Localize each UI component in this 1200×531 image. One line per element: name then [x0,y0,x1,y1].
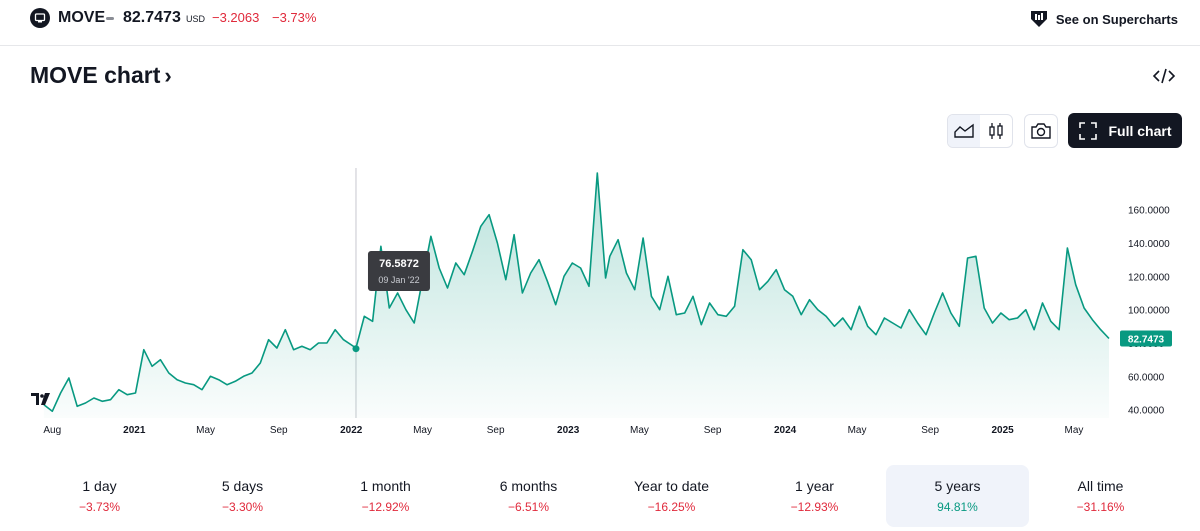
full-chart-button[interactable]: Full chart [1068,113,1182,148]
supercharts-icon [1028,7,1050,32]
period-change: −12.92% [361,500,410,514]
period-1-day-button[interactable]: 1 day −3.73% [28,465,171,527]
period-change: −16.25% [647,500,696,514]
x-tick-label: May [413,425,432,436]
period-change: −6.51% [507,500,550,514]
period-label: 1 day [82,478,117,494]
full-chart-label: Full chart [1108,122,1172,139]
x-tick-label: 2022 [340,425,363,436]
period-selector: 1 day −3.73% 5 days −3.30% 1 month −12.92% 6 m… [28,465,1188,527]
snapshot-button[interactable] [1024,114,1058,148]
x-tick-label: Sep [921,425,939,436]
area-chart-button[interactable] [948,115,980,147]
price-change: −3.2063 [212,10,260,25]
period-6-months-button[interactable]: 6 months −6.51% [457,465,600,527]
y-tick-label: 140.0000 [1128,239,1170,250]
x-tick-label: May [1065,425,1084,436]
currency-label: USD [186,14,206,24]
tooltip-date: 09 Jan '22 [378,275,419,285]
period-year-to-date-button[interactable]: Year to date −16.25% [600,465,743,527]
x-tick-label: 2024 [774,425,797,436]
supercharts-label: See on Supercharts [1055,12,1178,27]
last-price: 82.7473 [123,9,181,26]
x-tick-label: 2023 [557,425,580,436]
page-title: MOVE chart [30,62,161,88]
tradingview-logo [31,393,50,405]
x-tick-label: 2021 [123,425,146,436]
x-tick-label: Sep [487,425,505,436]
period-all-time-button[interactable]: All time −31.16% [1029,465,1172,527]
period-label: 1 month [360,478,411,494]
y-tick-label: 120.0000 [1128,272,1170,283]
last-price-label: 82.7473 [1120,330,1172,347]
area-chart-icon [954,123,974,138]
period-change: −12.93% [790,500,839,514]
period-change: 94.81% [937,500,978,514]
period-5-years-button[interactable]: 5 years 94.81% [886,465,1029,527]
chart-style-switcher [947,114,1013,148]
symbol-name[interactable]: MOVE [58,9,106,26]
camera-icon [1031,123,1051,139]
period-1-month-button[interactable]: 1 month −12.92% [314,465,457,527]
candles-chart-button[interactable] [980,115,1012,147]
period-5-days-button[interactable]: 5 days −3.30% [171,465,314,527]
chart-title-link[interactable]: MOVE chart › [30,62,172,89]
period-change: −3.73% [78,500,121,514]
chevron-right-icon: › [164,62,172,88]
tooltip: 76.5872 09 Jan '22 [367,251,430,291]
price-line [43,172,1110,413]
x-tick-label: Sep [704,425,722,436]
period-1-year-button[interactable]: 1 year −12.93% [743,465,886,527]
market-status-indicator [106,17,114,20]
price-change-percent: −3.73% [272,10,317,25]
symbol-logo-icon [30,8,50,28]
see-on-supercharts-link[interactable]: See on Supercharts [1028,7,1178,32]
period-label: 5 years [934,478,981,494]
x-tick-label: May [848,425,867,436]
period-label: All time [1077,478,1124,494]
period-change: −3.30% [221,500,264,514]
area-fill [43,173,1109,418]
price-chart[interactable]: 40.000060.000080.0000100.0000120.0000140… [0,160,1200,445]
x-tick-label: Sep [270,425,288,436]
x-tick-label: May [196,425,215,436]
period-label: 5 days [221,478,264,494]
period-label: 1 year [795,478,834,494]
y-tick-label: 160.0000 [1128,206,1170,217]
fullscreen-icon [1079,121,1098,140]
tooltip-value: 76.5872 [379,258,419,270]
x-tick-label: 2025 [992,425,1015,436]
period-change: −31.16% [1076,500,1125,514]
symbol-header: MOVE 82.7473 USD −3.2063 −3.73% See on S… [0,0,1200,46]
candles-icon [989,123,1003,139]
period-label: Year to date [634,478,709,494]
x-tick-label: May [630,425,649,436]
y-tick-label: 100.0000 [1128,306,1170,317]
y-tick-label: 60.0000 [1128,372,1165,383]
period-label: 6 months [499,478,558,494]
x-tick-label: Aug [43,425,61,436]
hover-point [352,345,360,353]
embed-code-icon[interactable] [1152,66,1176,86]
y-tick-label: 40.0000 [1128,406,1165,417]
last-price-value: 82.7473 [1128,335,1165,346]
